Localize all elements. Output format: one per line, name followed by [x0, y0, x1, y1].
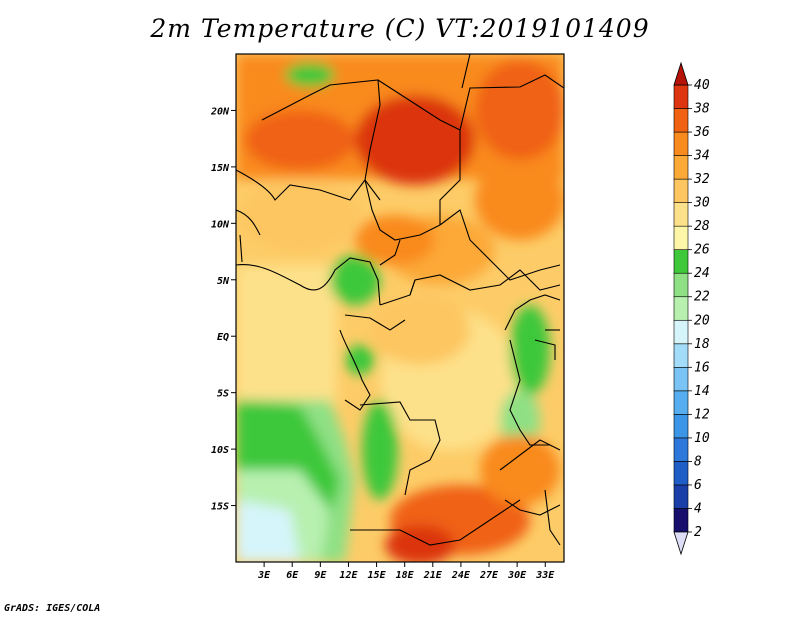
colorbar-label: 38	[693, 102, 710, 117]
lat-tick-label: 10S	[211, 445, 229, 456]
lat-tick-label: 5N	[217, 276, 230, 287]
colorbar-swatch	[673, 508, 689, 533]
colorbar-label: 22	[694, 290, 710, 305]
colorbar-label: 10	[694, 431, 710, 446]
colorbar-label: 30	[693, 196, 710, 211]
lon-tick-label: 21E	[423, 570, 443, 581]
colorbar-label: 26	[694, 243, 710, 258]
lat-tick-label: EQ	[217, 332, 229, 343]
colorbar-swatch	[673, 296, 689, 321]
colorbar-label: 40	[694, 78, 710, 93]
temperature-field	[236, 54, 564, 562]
colorbar-swatch	[673, 84, 689, 109]
colorbar-label: 14	[694, 384, 710, 399]
lon-tick-label: 12E	[339, 570, 358, 581]
colorbar-label: 4	[694, 501, 702, 516]
colorbar-swatch	[673, 390, 689, 415]
colorbar-swatch	[673, 319, 689, 345]
colorbar-label: 34	[693, 149, 710, 164]
credit-text: GrADS: IGES/COLA	[4, 603, 101, 614]
lat-tick-label: 5S	[217, 389, 229, 400]
colorbar-label: 20	[694, 313, 710, 328]
lon-tick-label: 24E	[451, 570, 471, 581]
latitude-axis: 20N 15N 10N 5N EQ 5S 10S 15S	[210, 106, 236, 513]
lat-tick-label: 15S	[211, 502, 229, 513]
colorbar-swatch	[673, 437, 689, 462]
colorbar-swatch	[673, 484, 689, 509]
lon-tick-label: 15E	[368, 570, 387, 581]
colorbar-label: 2	[694, 525, 702, 540]
colorbar-label: 28	[694, 219, 710, 234]
lon-tick-label: 27E	[479, 570, 499, 581]
lat-tick-label: 15N	[211, 163, 230, 174]
colorbar-label: 36	[693, 125, 710, 140]
map-title: 2m Temperature (C) VT:2019101409	[150, 14, 650, 43]
colorbar-swatch	[673, 155, 689, 180]
colorbar-label: 16	[694, 360, 710, 375]
colorbar-swatch	[673, 108, 689, 133]
colorbar-swatch	[673, 225, 689, 250]
colorbar-label: 6	[694, 478, 702, 493]
colorbar-label: 18	[694, 337, 710, 352]
lon-tick-label: 9E	[314, 570, 327, 581]
lon-tick-label: 3E	[257, 570, 271, 581]
colorbar-low-arrow	[673, 531, 689, 556]
colorbar-swatch	[673, 272, 689, 298]
colorbar-swatch	[673, 249, 689, 274]
lon-tick-label: 33E	[535, 570, 555, 581]
colorbar-label: 8	[694, 454, 702, 469]
lon-tick-label: 30E	[507, 570, 527, 581]
lon-tick-label: 18E	[396, 570, 415, 581]
country-borders	[236, 54, 564, 546]
colorbar-swatch	[673, 202, 689, 227]
colorbar-swatch	[673, 414, 689, 439]
colorbar-swatch	[673, 367, 689, 392]
longitude-axis: 3E 6E 9E 12E 15E 18E 21E 24E 27E 30E 33E	[257, 562, 555, 581]
lat-tick-label: 10N	[211, 219, 230, 230]
colorbar-swatch	[673, 461, 689, 486]
lon-tick-label: 6E	[286, 570, 299, 581]
colorbar-high-arrow	[673, 61, 689, 86]
colorbar-swatch	[673, 343, 689, 368]
map-frame	[235, 53, 565, 563]
colorbar-swatch	[673, 178, 689, 203]
colorbar-label: 24	[694, 266, 710, 281]
colorbar-swatch	[673, 131, 689, 156]
colorbar-label: 32	[693, 172, 710, 187]
lat-tick-label: 20N	[210, 106, 230, 117]
colorbar-label: 12	[694, 407, 710, 422]
